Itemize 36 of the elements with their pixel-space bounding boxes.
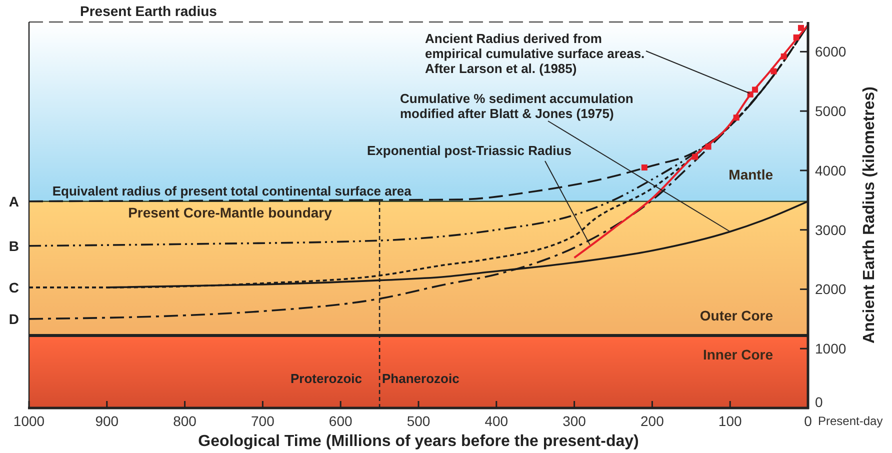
x-tick-label: 400 — [484, 413, 508, 429]
ref-line-label: Present Earth radius — [80, 3, 218, 19]
x-tick-label: 200 — [640, 413, 664, 429]
x-tick-label: 500 — [406, 413, 430, 429]
y-tick-label: 2000 — [815, 281, 846, 298]
annotation: Exponential post-Triassic Radius — [367, 143, 572, 158]
annotation: B — [8, 238, 19, 254]
x-tick-label: 900 — [95, 413, 119, 429]
y-tick-label: 0 — [815, 394, 823, 410]
annotation: Equivalent radius of present total continental surface area — [52, 183, 412, 198]
band-label: Mantle — [728, 166, 774, 182]
annotation: Cumulative % sediment accumulation modified after Blatt & Jones (1975) — [400, 91, 634, 121]
annotation: Proterozoic — [290, 371, 362, 386]
y-tick-label: 1000 — [815, 340, 846, 357]
x-tick-label: 0 — [804, 413, 812, 429]
text: Present-day — [818, 414, 883, 428]
annotation: Phanerozoic — [382, 371, 460, 386]
annotation: C — [8, 279, 19, 296]
x-tick-label: 300 — [562, 413, 586, 429]
band-label: Outer Core — [700, 307, 774, 324]
y-tick-label: 6000 — [815, 44, 846, 60]
x-tick-label: 800 — [173, 413, 197, 429]
x-tick-label: 1000 — [13, 413, 45, 429]
x-axis-title: Geological Time (Millions of years before the present-day) — [198, 433, 639, 450]
y-axis-title: Ancient Earth Radius (kilometres) — [861, 86, 878, 344]
y-tick-label: 3000 — [815, 222, 846, 238]
y-tick-label: 5000 — [815, 103, 846, 120]
annotation: Ancient Radius derived from empirical cumulative surface areas. After Larson et al. (1985) — [425, 31, 645, 76]
annotation: D — [8, 310, 19, 327]
band-label: Inner Core — [702, 346, 774, 362]
annotation: A — [8, 193, 19, 210]
ref-line-label: Present Core-Mantle boundary — [128, 204, 332, 220]
x-tick-label: 100 — [718, 413, 742, 429]
x-tick-label: 600 — [328, 413, 352, 429]
y-tick-label: 4000 — [815, 162, 846, 178]
x-tick-label: 700 — [251, 413, 275, 429]
